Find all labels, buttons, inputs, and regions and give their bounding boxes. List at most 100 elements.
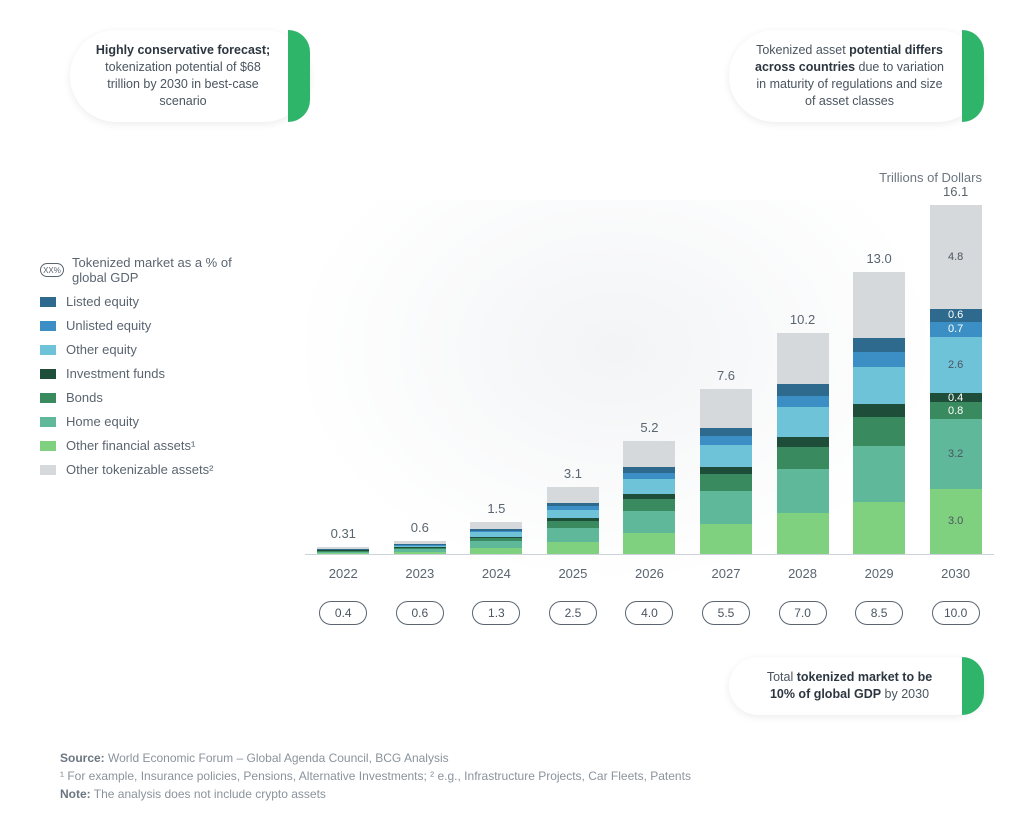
bar-segment: [853, 446, 905, 502]
bar-segment: [853, 338, 905, 353]
bar-segment: [700, 445, 752, 467]
bar-segment: [700, 436, 752, 444]
segment-value-label: 0.7: [930, 323, 982, 335]
bar-segment: [547, 518, 599, 521]
bar-segment: [470, 529, 522, 531]
bar-segment: [623, 479, 675, 494]
bar-segment: [394, 547, 446, 548]
bar-segment: [853, 352, 905, 367]
bar-segment: [777, 384, 829, 396]
segment-value-label: 2.6: [930, 359, 982, 371]
legend-label: Unlisted equity: [66, 318, 151, 333]
bar-total-label: 0.6: [411, 520, 429, 535]
legend-item: Other financial assets¹: [40, 438, 260, 453]
bar-segment: [317, 553, 369, 554]
bar-segment: [777, 447, 829, 469]
bar-column: 0.31: [313, 526, 373, 554]
bar-column: 7.6: [696, 368, 756, 554]
bar-segment: 0.6: [930, 309, 982, 322]
x-axis-label: 2024: [466, 566, 526, 581]
legend-item: Other equity: [40, 342, 260, 357]
legend-label: Other tokenizable assets²: [66, 462, 213, 477]
bar-segment: [470, 541, 522, 548]
bar-segment: [470, 537, 522, 539]
bar-segment: [853, 404, 905, 417]
bar-segment: [470, 532, 522, 536]
bar-segment: 0.4: [930, 393, 982, 402]
bar-segment: [700, 491, 752, 524]
callout-forecast: Highly conservative forecast; tokenizati…: [70, 30, 310, 122]
bar-stack: [700, 389, 752, 554]
bar-segment: [700, 467, 752, 475]
legend-swatch: [40, 465, 56, 475]
bar-segment: [394, 544, 446, 545]
callout-gdp: Total tokenized market to be 10% of glob…: [729, 657, 984, 715]
bar-segment: [623, 441, 675, 467]
callout-countries: Tokenized asset potential differs across…: [729, 30, 984, 122]
legend-swatch: [40, 369, 56, 379]
legend-swatch: [40, 441, 56, 451]
footer-notes: Source: World Economic Forum – Global Ag…: [60, 749, 984, 803]
bar-segment: [394, 545, 446, 546]
bar-stack: [777, 333, 829, 554]
bar-stack: [470, 522, 522, 555]
bar-segment: [317, 549, 369, 550]
bar-segment: [623, 494, 675, 499]
bar-stack: [547, 487, 599, 554]
gdp-pct-pill: 1.3: [472, 601, 520, 625]
x-axis-label: 2030: [926, 566, 986, 581]
gdp-pct-pill: 5.5: [702, 601, 750, 625]
legend-label: Other financial assets¹: [66, 438, 195, 453]
legend-item: Home equity: [40, 414, 260, 429]
legend-pill-icon: XX%: [40, 263, 64, 277]
gdp-pct-pill: 10.0: [932, 601, 980, 625]
bar-segment: [853, 272, 905, 338]
bar-stack: 3.03.20.80.42.60.70.64.8: [930, 205, 982, 554]
legend-label: Home equity: [66, 414, 139, 429]
bar-segment: [470, 538, 522, 541]
bar-segment: [547, 503, 599, 506]
segment-value-label: 0.4: [930, 392, 982, 404]
segment-value-label: 0.6: [930, 309, 982, 321]
bar-segment: [700, 389, 752, 428]
bar-segment: 0.7: [930, 322, 982, 337]
gdp-pct-pill: 4.0: [625, 601, 673, 625]
legend-swatch: [40, 297, 56, 307]
bar-segment: [547, 510, 599, 519]
bar-column: 13.0: [849, 251, 909, 554]
bar-segment: [623, 511, 675, 534]
bar-total-label: 10.2: [790, 312, 815, 327]
bar-segment: [547, 506, 599, 509]
callout-bold: Highly conservative forecast;: [96, 43, 270, 57]
bar-segment: [700, 474, 752, 490]
bar-total-label: 0.31: [331, 526, 356, 541]
legend-item: Investment funds: [40, 366, 260, 381]
bar-total-label: 16.1: [943, 184, 968, 199]
bar-segment: [777, 407, 829, 436]
bar-segment: [317, 551, 369, 552]
legend-label: Listed equity: [66, 294, 139, 309]
bar-segment: [317, 551, 369, 552]
x-axis-label: 2025: [543, 566, 603, 581]
bar-segment: [470, 548, 522, 554]
bar-segment: [547, 542, 599, 554]
bar-segment: [547, 487, 599, 503]
bar-total-label: 1.5: [487, 501, 505, 516]
bar-segment: [853, 367, 905, 404]
legend: XX% Tokenized market as a % of global GD…: [40, 255, 260, 486]
bar-column: 3.1: [543, 466, 603, 554]
bar-segment: [394, 541, 446, 544]
bar-segment: [317, 547, 369, 548]
x-axis-label: 2022: [313, 566, 373, 581]
bar-segment: [394, 552, 446, 554]
legend-item: Other tokenizable assets²: [40, 462, 260, 477]
bar-segment: [777, 513, 829, 554]
x-axis-label: 2026: [619, 566, 679, 581]
bar-segment: [394, 546, 446, 548]
bar-total-label: 3.1: [564, 466, 582, 481]
bar-segment: [470, 522, 522, 529]
legend-swatch: [40, 345, 56, 355]
gdp-pct-pill: 0.4: [319, 601, 367, 625]
legend-swatch: [40, 417, 56, 427]
bar-stack: [317, 547, 369, 554]
